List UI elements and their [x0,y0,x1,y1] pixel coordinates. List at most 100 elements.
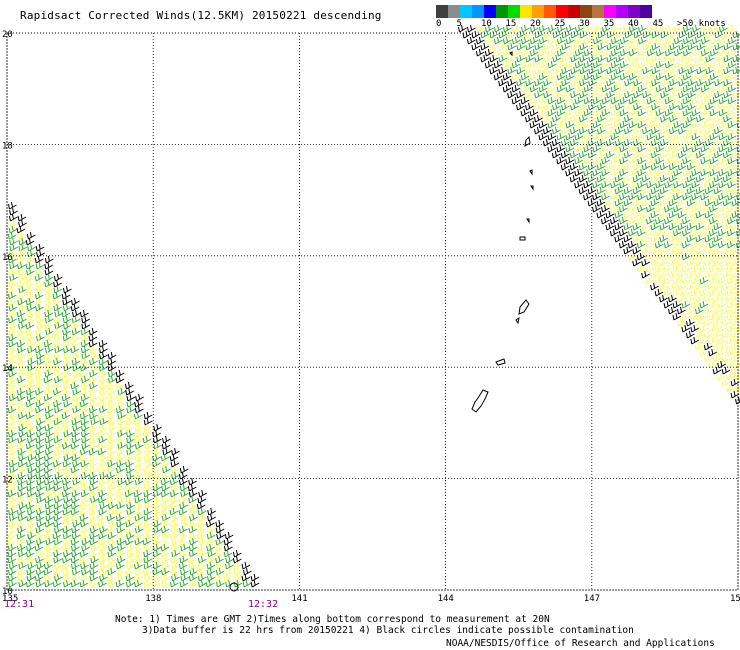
wind-barb [525,78,534,87]
wind-barb [654,216,664,225]
wind-barb [606,30,616,39]
wind-barb [628,24,638,33]
wind-barb [7,567,17,576]
wind-barb [583,144,593,153]
end-time: 12:32 [248,599,279,610]
wind-barb [583,36,593,45]
wind-barb [690,300,700,309]
wind-barb [116,435,125,444]
wind-barb [53,339,63,348]
wind-barb [17,405,27,414]
wind-barb [72,477,82,486]
wind-barb [691,204,700,213]
wind-barb [70,303,80,312]
wind-barb [8,525,18,534]
wind-barb [44,267,54,276]
wind-barb [610,120,620,129]
wind-barb [8,303,18,312]
wind-barb [696,30,706,39]
wind-barb [587,174,597,183]
wind-barb [709,192,718,201]
wind-barb [81,405,91,414]
wind-barb [17,513,27,522]
wind-barb [126,393,136,402]
wind-barb [161,579,171,588]
wind-barb [54,345,64,354]
wind-barb [664,180,673,189]
wind-barb [690,276,700,285]
wind-barb [498,54,508,63]
wind-barb [52,459,62,468]
wind-barb [704,246,714,255]
wind-barb [614,138,624,147]
wind-barb [71,429,80,438]
wind-barb [641,162,651,171]
wind-barb [106,393,116,402]
wind-barb [98,465,107,474]
wind-barb [574,60,584,69]
wind-barb [681,252,691,261]
wind-barb [115,513,125,522]
wind-barb [722,174,732,183]
wind-barb [126,549,136,558]
wind-barb [223,543,233,552]
wind-barb [597,66,607,75]
wind-barb [700,36,710,45]
wind-barb [35,261,45,270]
wind-barb [35,393,44,402]
wind-barb [9,207,18,216]
lat-label: 14 [2,364,13,374]
wind-barb [480,30,490,39]
wind-barb [34,345,44,354]
wind-barb [615,42,625,51]
wind-barb [26,543,35,552]
wind-barb [624,66,634,75]
wind-barb [628,132,638,141]
wind-barb [80,381,90,390]
wind-barb [552,78,561,87]
wind-barb [659,174,669,183]
wind-barb [731,162,740,171]
wind-barb [624,90,633,99]
wind-barb [25,261,35,270]
wind-barb [134,579,143,588]
wind-barb [547,120,557,129]
wind-barb [705,102,714,111]
wind-barb [691,192,700,201]
wind-barb [704,234,714,243]
wind-barb [143,465,153,474]
wind-barb [70,555,80,564]
wind-barb [79,513,89,522]
wind-barb [588,30,598,39]
wind-barb [153,477,162,486]
wind-barb [726,384,735,393]
wind-barb [579,102,588,111]
wind-barb [125,417,135,426]
wind-barb [106,429,116,438]
wind-barb [63,423,72,432]
wind-barb [685,318,695,327]
wind-barb [116,423,126,432]
wind-barb [663,264,673,273]
wind-barb [125,579,135,588]
wind-barb [646,84,656,93]
wind-barb [107,501,117,510]
wind-barb [627,216,637,225]
wind-barb [53,273,63,282]
wind-barb [668,222,678,231]
wind-barb [678,42,688,51]
wind-barb [71,327,81,336]
wind-barb [88,423,98,432]
wind-barb [713,186,723,195]
wind-barb [79,453,89,462]
wind-barb [718,168,727,177]
wind-barb [35,531,44,540]
wind-barb [160,573,170,582]
wind-barb [574,132,584,141]
wind-barb [9,237,18,246]
wind-barb [673,36,683,45]
wind-barb [9,345,18,354]
wind-barb [206,531,216,540]
wind-barb [588,54,598,63]
wind-barb [726,312,736,321]
